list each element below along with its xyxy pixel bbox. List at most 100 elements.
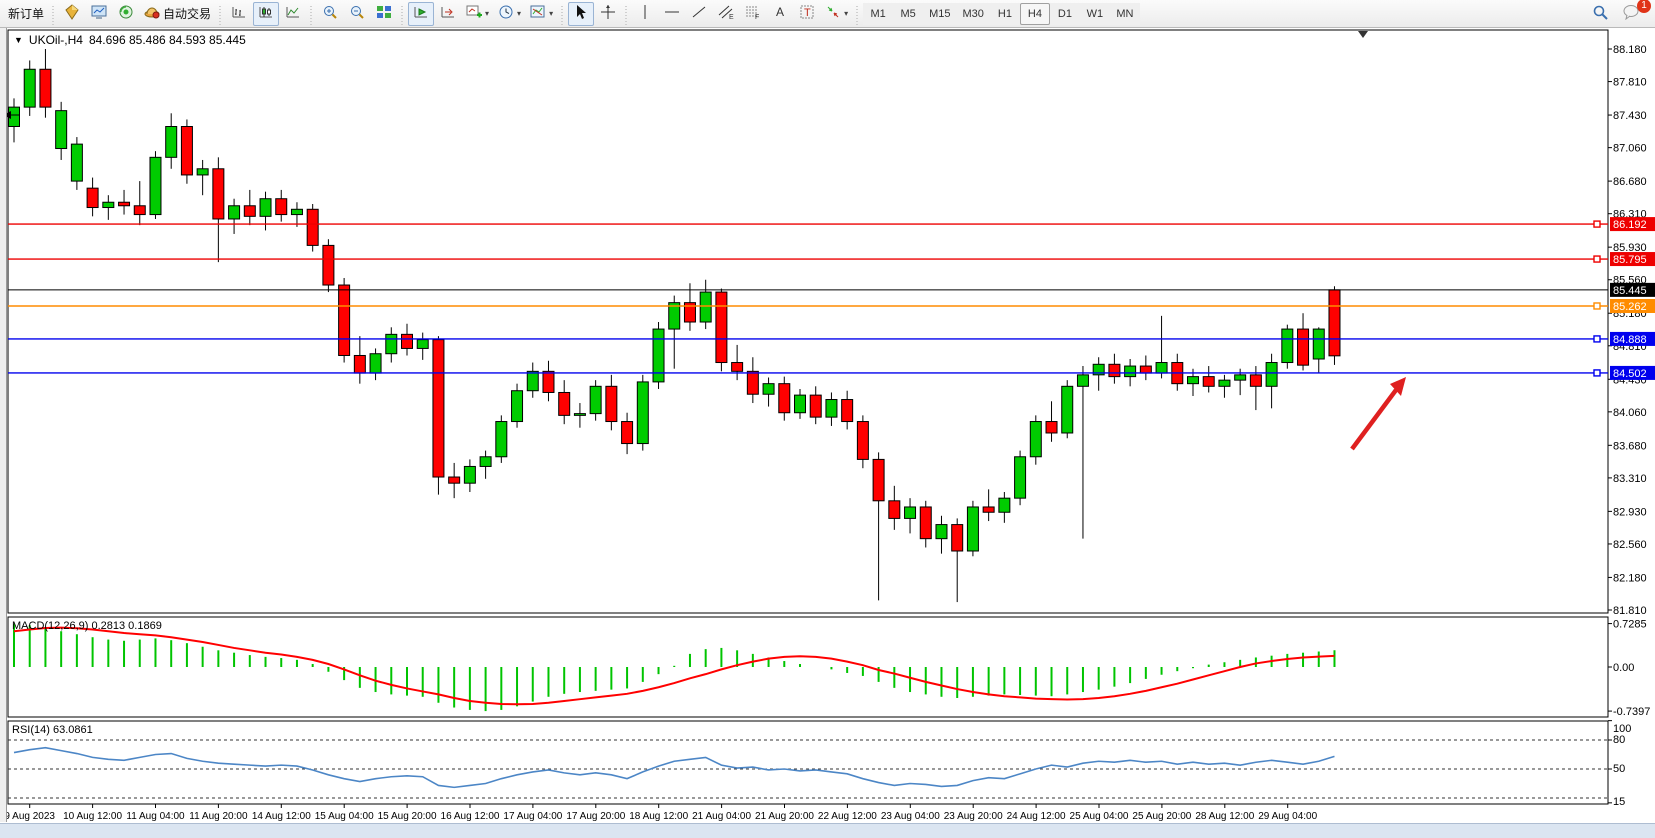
svg-text:81.810: 81.810 <box>1613 605 1647 617</box>
svg-text:17 Aug 20:00: 17 Aug 20:00 <box>566 811 625 822</box>
current-price-line-85.445[interactable]: 85.445 <box>8 282 1655 297</box>
timeframe-M5[interactable]: M5 <box>893 2 924 25</box>
market-watch-button[interactable] <box>59 2 85 26</box>
equidistant-channel-tool-button[interactable]: E <box>713 2 739 26</box>
line-chart-mode-button[interactable] <box>280 2 306 26</box>
svg-text:83.680: 83.680 <box>1613 440 1647 452</box>
notifications-button[interactable]: 1 <box>1619 0 1651 26</box>
auto-scroll-icon <box>413 4 429 23</box>
fibonacci-tool-button[interactable]: F <box>740 2 766 26</box>
svg-text:-0.7397: -0.7397 <box>1613 706 1650 718</box>
horizontal-line-85.795[interactable]: 85.795 <box>8 252 1655 267</box>
cursor-button[interactable] <box>568 1 595 26</box>
chart-shift-marker-icon[interactable] <box>1358 31 1368 38</box>
svg-text:T: T <box>804 7 811 19</box>
trendline-tool-button[interactable] <box>686 2 712 26</box>
timeframe-D1[interactable]: D1 <box>1049 2 1080 25</box>
toolbar-separator <box>560 2 566 25</box>
zoom-in-button[interactable] <box>317 2 343 26</box>
dropdown-caret-icon: ▾ <box>517 9 522 18</box>
rsi-line <box>13 746 1335 789</box>
timeframe-M1[interactable]: M1 <box>863 2 894 25</box>
search-icon <box>1592 4 1609 24</box>
toolbar-separator <box>51 2 57 25</box>
chart-shift-icon <box>440 4 456 23</box>
indicators-button[interactable]: ▾ <box>462 2 493 26</box>
svg-text:100: 100 <box>1613 723 1631 735</box>
svg-text:88.180: 88.180 <box>1613 44 1647 56</box>
timeframe-H4[interactable]: H4 <box>1019 2 1050 25</box>
left-edge-marker <box>3 111 11 119</box>
svg-text:87.430: 87.430 <box>1613 110 1647 122</box>
tile-windows-button[interactable] <box>371 2 397 26</box>
rsi-indicator-label: RSI(14) 63.0861 <box>12 724 93 736</box>
text-label-tool-button[interactable]: T <box>794 2 820 26</box>
horizontal-line-86.192[interactable]: 86.192 <box>8 217 1655 232</box>
dropdown-caret-icon: ▾ <box>485 9 490 18</box>
svg-text:16 Aug 12:00: 16 Aug 12:00 <box>441 811 500 822</box>
search-button[interactable] <box>1587 2 1613 26</box>
svg-text:17 Aug 04:00: 17 Aug 04:00 <box>503 811 562 822</box>
svg-text:80: 80 <box>1613 734 1625 746</box>
zoom-in-icon <box>322 4 338 23</box>
svg-text:86.192: 86.192 <box>1613 219 1647 231</box>
svg-text:82.180: 82.180 <box>1613 572 1647 584</box>
toolbar-separator <box>309 2 315 25</box>
template-icon <box>530 4 546 23</box>
timeframe-MN[interactable]: MN <box>1109 2 1140 25</box>
charts-window-button[interactable] <box>86 2 112 26</box>
svg-text:E: E <box>729 14 734 20</box>
text-tool-button[interactable]: A <box>767 2 793 26</box>
chart-ohlc-values: 84.696 85.486 84.593 85.445 <box>88 33 246 47</box>
timeframe-M30[interactable]: M30 <box>956 2 990 25</box>
trend-arrow-annotation[interactable] <box>1350 377 1406 451</box>
vertical-line-tool-button[interactable] <box>632 2 658 26</box>
macd-axis: 0.7285 0.00 -0.7397 <box>1608 619 1650 718</box>
chart-panel <box>7 720 1609 805</box>
horizontal-line-84.888[interactable]: 84.888 <box>8 331 1655 346</box>
cursor-arrow-icon <box>573 4 589 23</box>
crosshair-icon <box>600 4 616 23</box>
svg-text:85.445: 85.445 <box>1613 285 1647 297</box>
svg-text:83.310: 83.310 <box>1613 473 1647 485</box>
macd-indicator-label: MACD(12,26,9) 0.2813 0.1869 <box>12 620 162 632</box>
svg-text:84.502: 84.502 <box>1613 368 1647 380</box>
indicators-icon <box>466 4 483 23</box>
channel-icon: E <box>718 4 734 23</box>
chart-panel <box>7 616 1609 718</box>
svg-text:29 Aug 04:00: 29 Aug 04:00 <box>1258 811 1317 822</box>
svg-text:25 Aug 04:00: 25 Aug 04:00 <box>1070 811 1129 822</box>
horizontal-line-85.262[interactable]: 85.262 <box>8 298 1655 313</box>
svg-text:24 Aug 12:00: 24 Aug 12:00 <box>1007 811 1066 822</box>
chat-bubble-icon <box>1623 4 1641 23</box>
auto-trading-button[interactable]: 自动交易 <box>140 2 215 26</box>
candlestick-mode-button[interactable] <box>253 1 280 26</box>
monitor-chart-icon <box>91 4 107 23</box>
chart-shift-button[interactable] <box>435 2 461 26</box>
svg-text:F: F <box>755 14 759 20</box>
bar-chart-mode-button[interactable] <box>226 2 252 26</box>
crosshair-button[interactable] <box>595 2 621 26</box>
timeframe-H1[interactable]: H1 <box>989 2 1020 25</box>
new-order-button[interactable]: 新订单 <box>4 2 48 26</box>
collapse-triangle-icon[interactable]: ▼ <box>14 35 23 45</box>
horizontal-line-tool-button[interactable] <box>659 2 685 26</box>
timeframe-W1[interactable]: W1 <box>1079 2 1110 25</box>
horizontal-line-84.502[interactable]: 84.502 <box>8 365 1655 380</box>
zoom-out-button[interactable] <box>344 2 370 26</box>
rsi-panel <box>8 739 1608 799</box>
svg-text:25 Aug 20:00: 25 Aug 20:00 <box>1132 811 1191 822</box>
templates-button[interactable]: ▾ <box>526 2 557 26</box>
auto-scroll-button[interactable] <box>408 1 435 26</box>
timeframe-M15[interactable]: M15 <box>923 2 957 25</box>
svg-text:15: 15 <box>1613 796 1625 808</box>
svg-text:9 Aug 2023: 9 Aug 2023 <box>4 811 55 822</box>
svg-text:21 Aug 04:00: 21 Aug 04:00 <box>692 811 751 822</box>
signal-button[interactable] <box>113 2 139 26</box>
arrows-tool-button[interactable]: ▾ <box>821 2 852 26</box>
chart-panel <box>7 29 1609 614</box>
svg-text:10 Aug 12:00: 10 Aug 12:00 <box>63 811 122 822</box>
periods-button[interactable]: ▾ <box>494 2 525 26</box>
